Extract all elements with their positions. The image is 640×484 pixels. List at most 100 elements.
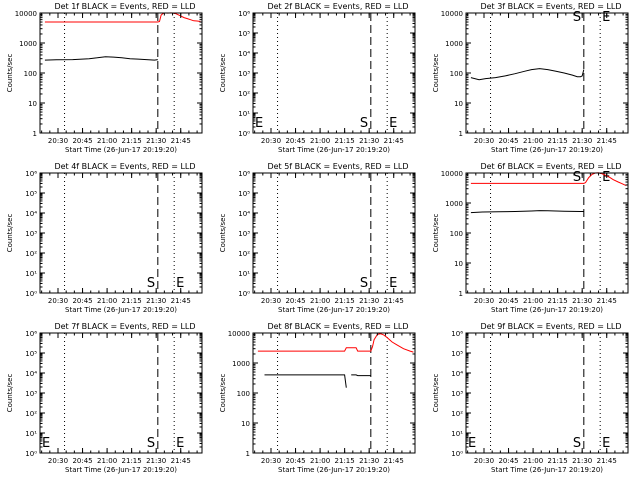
y-axis-label: Counts/sec <box>6 54 14 93</box>
marker-label-e: E <box>42 436 50 451</box>
y-tick-label: 10 <box>454 260 463 268</box>
y-tick-label: 10² <box>238 250 250 258</box>
y-tick-label: 1 <box>33 130 37 138</box>
y-tick-label: 10³ <box>25 390 37 398</box>
series-lld <box>257 333 414 353</box>
y-tick-label: 10⁶ <box>451 330 463 338</box>
x-axis-label: Start Time (26-Jun-17 20:19:20) <box>278 306 390 314</box>
series-lld <box>470 172 627 187</box>
chart-title: Det 4f BLACK = Events, RED = LLD <box>54 162 195 171</box>
series-events <box>470 68 585 81</box>
x-axis-label: Start Time (26-Jun-17 20:19:20) <box>278 146 390 154</box>
x-axis-label: Start Time (26-Jun-17 20:19:20) <box>491 146 603 154</box>
x-axis-label: Start Time (26-Jun-17 20:19:20) <box>491 466 603 474</box>
y-tick-label: 10³ <box>238 70 250 78</box>
x-tick-label: 20:45 <box>72 297 92 305</box>
y-tick-label: 10¹ <box>238 270 250 278</box>
marker-label-e: E <box>468 436 476 451</box>
x-tick-label: 21:15 <box>548 297 568 305</box>
y-axis-label: Counts/sec <box>219 374 227 413</box>
x-tick-label: 21:45 <box>171 457 191 465</box>
x-tick-label: 21:45 <box>171 297 191 305</box>
chart-title: Det 7f BLACK = Events, RED = LLD <box>54 322 195 331</box>
y-tick-label: 10000 <box>228 330 250 338</box>
y-tick-label: 100 <box>24 70 37 78</box>
y-tick-label: 10³ <box>238 230 250 238</box>
x-tick-label: 21:30 <box>146 137 166 145</box>
y-tick-label: 10 <box>28 100 37 108</box>
marker-label-s: S <box>360 116 368 131</box>
y-tick-label: 100 <box>450 70 463 78</box>
x-tick-label: 21:15 <box>122 137 142 145</box>
y-tick-label: 10⁵ <box>25 350 37 358</box>
y-tick-label: 10¹ <box>25 430 37 438</box>
x-tick-label: 21:45 <box>171 137 191 145</box>
y-tick-label: 10⁵ <box>25 190 37 198</box>
y-tick-label: 10² <box>238 90 250 98</box>
x-tick-label: 21:00 <box>310 137 330 145</box>
x-tick-label: 21:00 <box>97 457 117 465</box>
y-tick-label: 10¹ <box>25 270 37 278</box>
y-tick-label: 1 <box>459 290 463 298</box>
y-tick-label: 100 <box>237 390 250 398</box>
x-tick-label: 21:30 <box>572 137 592 145</box>
x-axis-label: Start Time (26-Jun-17 20:19:20) <box>65 306 177 314</box>
x-tick-label: 21:00 <box>310 297 330 305</box>
x-tick-label: 20:45 <box>498 457 518 465</box>
y-tick-label: 10⁶ <box>25 170 37 178</box>
y-tick-label: 1 <box>246 450 250 458</box>
panel-det-9: Det 9f BLACK = Events, RED = LLD E S E 10⁰ 10… <box>432 322 629 474</box>
panel-det-2: Det 2f BLACK = Events, RED = LLD E S E 10⁰ 10… <box>219 2 416 154</box>
y-tick-label: 10000 <box>441 170 463 178</box>
y-axis-label: Counts/sec <box>6 374 14 413</box>
x-axis-label: Start Time (26-Jun-17 20:19:20) <box>278 466 390 474</box>
y-axis-label: Counts/sec <box>432 374 440 413</box>
y-tick-label: 1000 <box>19 40 37 48</box>
x-tick-label: 21:00 <box>523 297 543 305</box>
x-tick-label: 20:45 <box>498 137 518 145</box>
marker-label-e: E <box>389 276 397 291</box>
y-tick-label: 10⁴ <box>238 50 250 58</box>
y-tick-label: 10³ <box>25 230 37 238</box>
y-tick-label: 10³ <box>451 390 463 398</box>
x-tick-label: 21:45 <box>597 457 617 465</box>
y-tick-label: 10⁴ <box>238 210 250 218</box>
x-tick-label: 21:15 <box>548 457 568 465</box>
chart-title: Det 9f BLACK = Events, RED = LLD <box>480 322 621 331</box>
y-tick-label: 10 <box>241 420 250 428</box>
x-tick-label: 20:30 <box>261 297 281 305</box>
marker-label-e: E <box>176 436 184 451</box>
y-tick-label: 10⁶ <box>238 170 250 178</box>
x-tick-label: 20:30 <box>261 457 281 465</box>
marker-label-s: S <box>360 276 368 291</box>
y-tick-label: 1000 <box>445 200 463 208</box>
y-tick-label: 10000 <box>15 10 37 18</box>
x-tick-label: 20:30 <box>48 137 68 145</box>
y-tick-label: 10⁰ <box>238 290 250 298</box>
x-tick-label: 21:30 <box>146 297 166 305</box>
panel-det-3: Det 3f BLACK = Events, RED = LLDSE110100… <box>432 2 629 154</box>
chart-title: Det 8f BLACK = Events, RED = LLD <box>267 322 408 331</box>
chart-title: Det 6f BLACK = Events, RED = LLD <box>480 162 621 171</box>
x-tick-label: 20:45 <box>72 137 92 145</box>
panel-det-7: Det 7f BLACK = Events, RED = LLD E S E 10⁰ 10… <box>6 322 203 474</box>
x-tick-label: 21:15 <box>335 457 355 465</box>
marker-label-s: S <box>573 170 581 185</box>
marker-label-e: E <box>602 436 610 451</box>
y-tick-label: 10 <box>454 100 463 108</box>
x-tick-label: 21:45 <box>384 457 404 465</box>
y-tick-label: 10000 <box>441 10 463 18</box>
x-tick-label: 21:15 <box>548 137 568 145</box>
x-tick-label: 21:45 <box>597 297 617 305</box>
marker-label-e: E <box>176 276 184 291</box>
x-tick-label: 21:30 <box>359 137 379 145</box>
series-lld <box>44 12 201 23</box>
series-events <box>470 210 584 214</box>
marker-label-s: S <box>573 436 581 451</box>
y-tick-label: 10⁰ <box>25 290 37 298</box>
x-tick-label: 21:15 <box>122 457 142 465</box>
x-tick-label: 21:00 <box>523 137 543 145</box>
x-tick-label: 20:30 <box>474 297 494 305</box>
panel-det-5: Det 5f BLACK = Events, RED = LLD S E 10⁰ 10¹… <box>219 162 416 314</box>
